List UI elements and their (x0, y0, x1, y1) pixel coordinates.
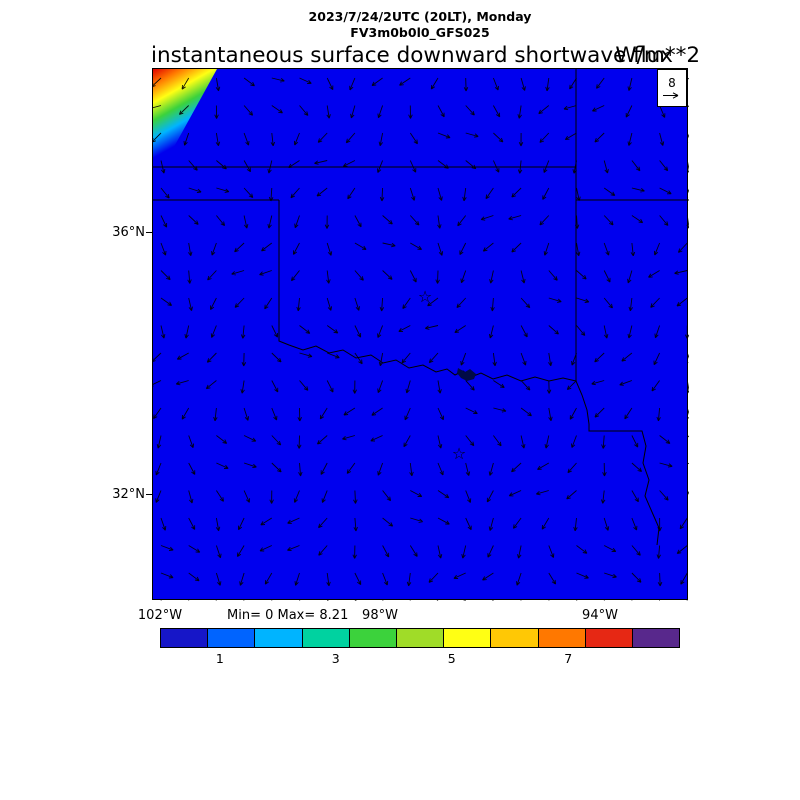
state-borders (153, 69, 689, 546)
reference-vector-label: 8 (668, 76, 676, 90)
lat-label-36n: 36°N (112, 225, 145, 240)
colorbar-segment (301, 629, 349, 647)
colorbar-segment (537, 629, 585, 647)
map-canvas: ☆ ☆ (153, 69, 689, 601)
lake-texoma-blob (457, 368, 476, 381)
model-id: FV3m0b0l0_GFS025 (350, 25, 490, 40)
colorbar-tick-label: 1 (215, 651, 224, 666)
colorbar-segment (207, 629, 255, 647)
colorbar-segment (490, 629, 538, 647)
lon-label-98w: 98°W (362, 608, 398, 623)
lon-label-102w: 102°W (137, 608, 183, 623)
reference-vector-arrow-icon (663, 92, 679, 99)
reference-vector-box: 8 (657, 69, 687, 107)
colorbar-segment (631, 629, 680, 647)
min-max-stats: Min= 0 Max= 8.21 (227, 608, 349, 623)
high-flux-patch (153, 69, 217, 185)
colorbar (160, 628, 680, 648)
lat-tick-mark (146, 494, 152, 495)
plot-title: instantaneous surface downward shortwave… (151, 43, 674, 68)
colorbar-segment (254, 629, 302, 647)
units-label: W/m**2 (615, 43, 700, 68)
colorbar-segment (395, 629, 444, 647)
colorbar-segment (443, 629, 491, 647)
colorbar-tick-label: 5 (447, 651, 456, 666)
colorbar-segment (348, 629, 396, 647)
map-panel: ☆ ☆ 8 (152, 68, 689, 601)
lat-tick-mark (146, 232, 152, 233)
city-star-marker-north: ☆ (418, 287, 432, 306)
lat-label-32n: 32°N (112, 487, 145, 502)
colorbar-tick-label: 3 (331, 651, 340, 666)
wind-vector-arrows (153, 77, 689, 601)
colorbar-segment (161, 629, 208, 647)
colorbar-segment (584, 629, 632, 647)
city-star-marker-south: ☆ (452, 444, 466, 463)
lon-label-94w: 94°W (582, 608, 618, 623)
colorbar-tick-label: 7 (564, 651, 573, 666)
run-datetime: 2023/7/24/2UTC (20LT), Monday (308, 9, 532, 24)
